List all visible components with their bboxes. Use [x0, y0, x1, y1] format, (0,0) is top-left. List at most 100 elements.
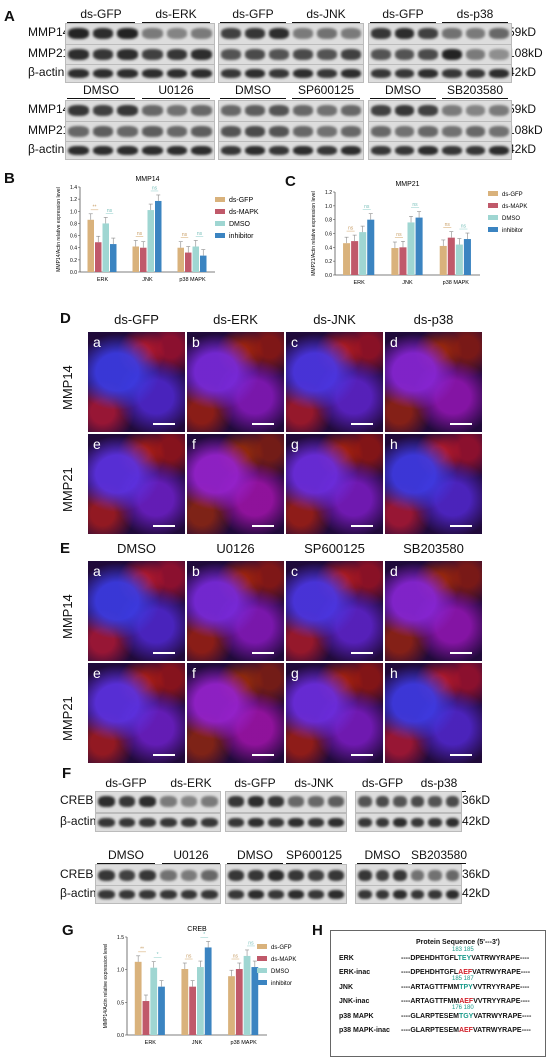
- band: [288, 869, 304, 882]
- band: [418, 49, 438, 61]
- band: [166, 126, 188, 138]
- column-label: ds-JNK: [313, 312, 356, 327]
- column-label: ds-GFP: [114, 312, 159, 327]
- band: [191, 28, 212, 40]
- tissue-stain: [88, 332, 185, 432]
- blot-creb-1: [225, 791, 347, 813]
- group-label: U0126: [158, 83, 194, 97]
- scale-bar: [153, 525, 175, 527]
- image-letter: g: [291, 436, 299, 452]
- band: [68, 145, 89, 156]
- bar: [447, 237, 455, 275]
- blot-mmp14-1: [218, 100, 364, 122]
- legend-label: ds-MAPK: [229, 209, 259, 216]
- significance-label: ns: [348, 226, 354, 232]
- band: [445, 869, 459, 882]
- legend-swatch: [488, 203, 498, 208]
- image-letter: h: [390, 436, 398, 452]
- group-underline: [220, 98, 286, 99]
- image-letter: g: [291, 665, 299, 681]
- x-tick-label: p38 MAPK: [443, 280, 470, 286]
- bar: [87, 219, 94, 272]
- band: [92, 68, 114, 79]
- sequence-suffix: VVTRYYRAPE----: [472, 984, 530, 991]
- band: [180, 796, 198, 808]
- kd-label: 42kD: [462, 813, 491, 828]
- band: [269, 105, 289, 117]
- band: [371, 28, 391, 40]
- band: [142, 49, 163, 61]
- sequence-prefix: ----ARTAGTTFMM: [401, 998, 460, 1005]
- y-tick-label: 1.0: [325, 204, 332, 210]
- band: [139, 889, 156, 900]
- band: [142, 145, 163, 156]
- panel-label-a: A: [4, 8, 15, 25]
- tissue-stain: [385, 663, 482, 763]
- band: [394, 68, 415, 79]
- band: [269, 126, 289, 138]
- scale-bar: [351, 652, 373, 654]
- tissue-stain: [385, 332, 482, 432]
- y-tick-label: 0.0: [70, 270, 77, 276]
- band: [328, 889, 344, 900]
- band: [358, 889, 372, 900]
- band: [293, 126, 313, 138]
- band: [139, 869, 156, 882]
- band: [308, 796, 324, 808]
- significance-label: ns: [107, 208, 113, 214]
- legend-label: DMSO: [229, 221, 251, 228]
- band: [245, 126, 265, 138]
- blot-actin-0: [65, 141, 215, 160]
- sequence-line: ----ARTAGTTFMMAEFVVTRYYRAPE----: [401, 998, 530, 1005]
- legend-swatch: [257, 980, 267, 985]
- band: [489, 126, 509, 138]
- row-label: β-actin: [60, 885, 97, 900]
- legend-swatch: [215, 233, 225, 238]
- x-tick-label: ERK: [145, 1040, 157, 1046]
- scale-bar: [351, 754, 373, 756]
- image-letter: d: [390, 563, 398, 579]
- band: [428, 869, 442, 882]
- band: [371, 126, 391, 138]
- band: [445, 817, 459, 828]
- image-letter: a: [93, 563, 101, 579]
- blot-creb-2: [355, 864, 462, 887]
- band: [248, 817, 264, 828]
- blot-actin-1: [218, 141, 364, 160]
- group-underline: [227, 863, 283, 864]
- significance-label: ns: [396, 232, 402, 238]
- sequence-name: ERK: [339, 955, 354, 962]
- group-label: ds-GFP: [382, 7, 424, 21]
- group-label: SP600125: [285, 848, 343, 862]
- band: [410, 817, 424, 828]
- band: [117, 145, 138, 156]
- row-label: MMP21: [60, 696, 75, 741]
- panel-label-c: C: [285, 173, 296, 190]
- x-tick-label: ERK: [354, 280, 366, 286]
- residue-numbers: 185 187: [452, 976, 474, 982]
- band: [248, 796, 264, 808]
- fluorescence-image: a: [88, 561, 185, 661]
- band: [180, 869, 198, 882]
- band: [465, 68, 486, 79]
- band: [442, 145, 462, 156]
- group-underline: [442, 98, 508, 99]
- bar: [110, 244, 117, 272]
- tissue-stain: [88, 434, 185, 534]
- significance-label: ns: [248, 940, 254, 946]
- group-label: DMSO: [385, 83, 421, 97]
- significance-label: ns: [152, 185, 158, 191]
- sequence-line: ----ARTAGTTFMMTPYVVTRYYRAPE----: [401, 984, 529, 991]
- group-label: ds-p38: [456, 7, 494, 21]
- band: [410, 869, 424, 882]
- sequence-prefix: ----DPEHDHTGFL: [401, 969, 459, 976]
- y-tick-label: 0.0: [117, 1033, 124, 1039]
- tissue-stain: [286, 332, 383, 432]
- sequence-motif: AEF: [458, 1027, 473, 1034]
- image-letter: e: [93, 665, 101, 681]
- band: [371, 105, 391, 117]
- band: [268, 817, 284, 828]
- band: [394, 126, 415, 138]
- band: [393, 817, 407, 828]
- group-underline: [357, 863, 408, 864]
